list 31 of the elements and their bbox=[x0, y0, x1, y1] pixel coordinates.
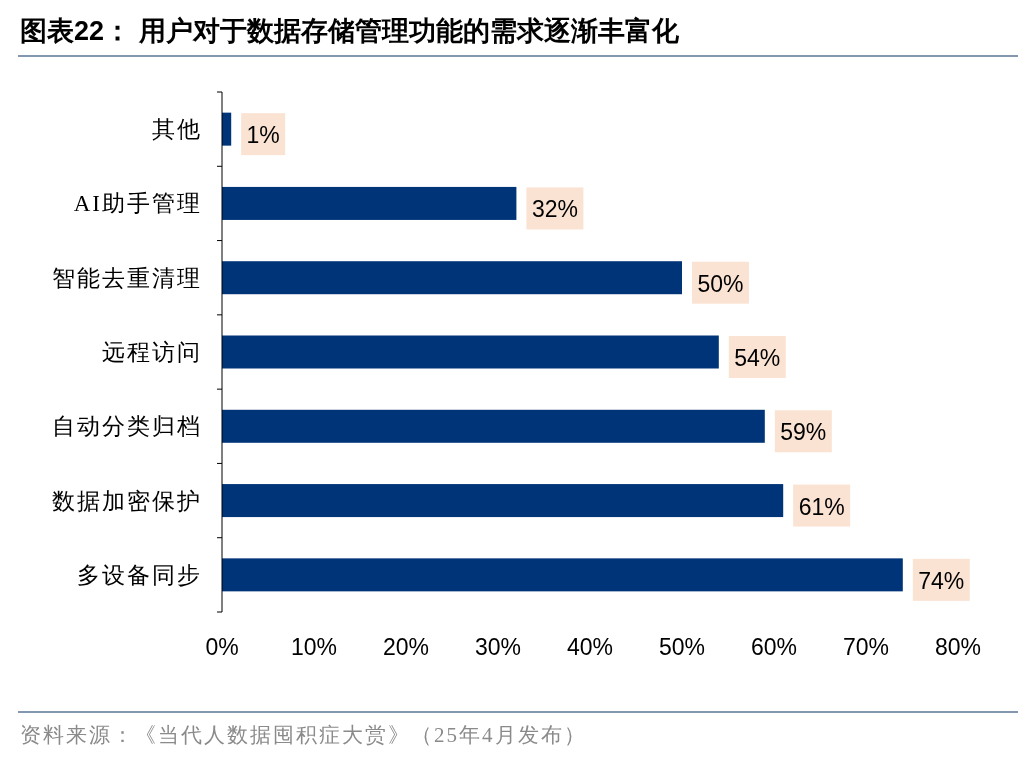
data-label: 61% bbox=[798, 493, 845, 520]
x-tick-label: 0% bbox=[205, 634, 239, 660]
y-tick-label: 自动分类归档 bbox=[52, 414, 202, 440]
data-label: 74% bbox=[918, 567, 965, 594]
x-tick-label: 10% bbox=[290, 634, 338, 660]
bar bbox=[222, 484, 784, 518]
bar bbox=[222, 558, 903, 592]
bar bbox=[222, 409, 765, 443]
data-label: 59% bbox=[780, 419, 827, 446]
x-tick-label: 70% bbox=[842, 634, 890, 660]
y-tick-label: 其他 bbox=[152, 117, 202, 143]
text: 资料来源：《当代人数据囤积症大赏》（25年4月发布） bbox=[20, 723, 587, 747]
chart-title: 图表22： 用户对于数据存储管理功能的需求逐渐丰富化 bbox=[20, 16, 680, 46]
y-tick-label: AI助手管理 bbox=[73, 191, 202, 217]
data-label: 54% bbox=[734, 345, 781, 371]
x-tick-label: 80% bbox=[934, 634, 982, 660]
y-tick-label: 多设备同步 bbox=[77, 562, 202, 588]
x-tick-label: 50% bbox=[658, 634, 706, 660]
bar bbox=[222, 335, 719, 369]
data-label: 32% bbox=[531, 196, 578, 223]
y-tick-label: 数据加密保护 bbox=[52, 488, 202, 514]
x-tick-label: 60% bbox=[750, 634, 798, 660]
y-tick-label: 智能去重清理 bbox=[52, 265, 202, 291]
bar bbox=[222, 186, 517, 220]
bar bbox=[222, 261, 682, 295]
y-tick-label: 远程访问 bbox=[102, 340, 202, 365]
x-tick-label: 40% bbox=[566, 634, 614, 660]
x-tick-label: 20% bbox=[382, 634, 430, 660]
x-tick-label: 30% bbox=[474, 634, 522, 660]
data-label: 50% bbox=[697, 270, 744, 297]
data-label: 1% bbox=[246, 122, 280, 149]
